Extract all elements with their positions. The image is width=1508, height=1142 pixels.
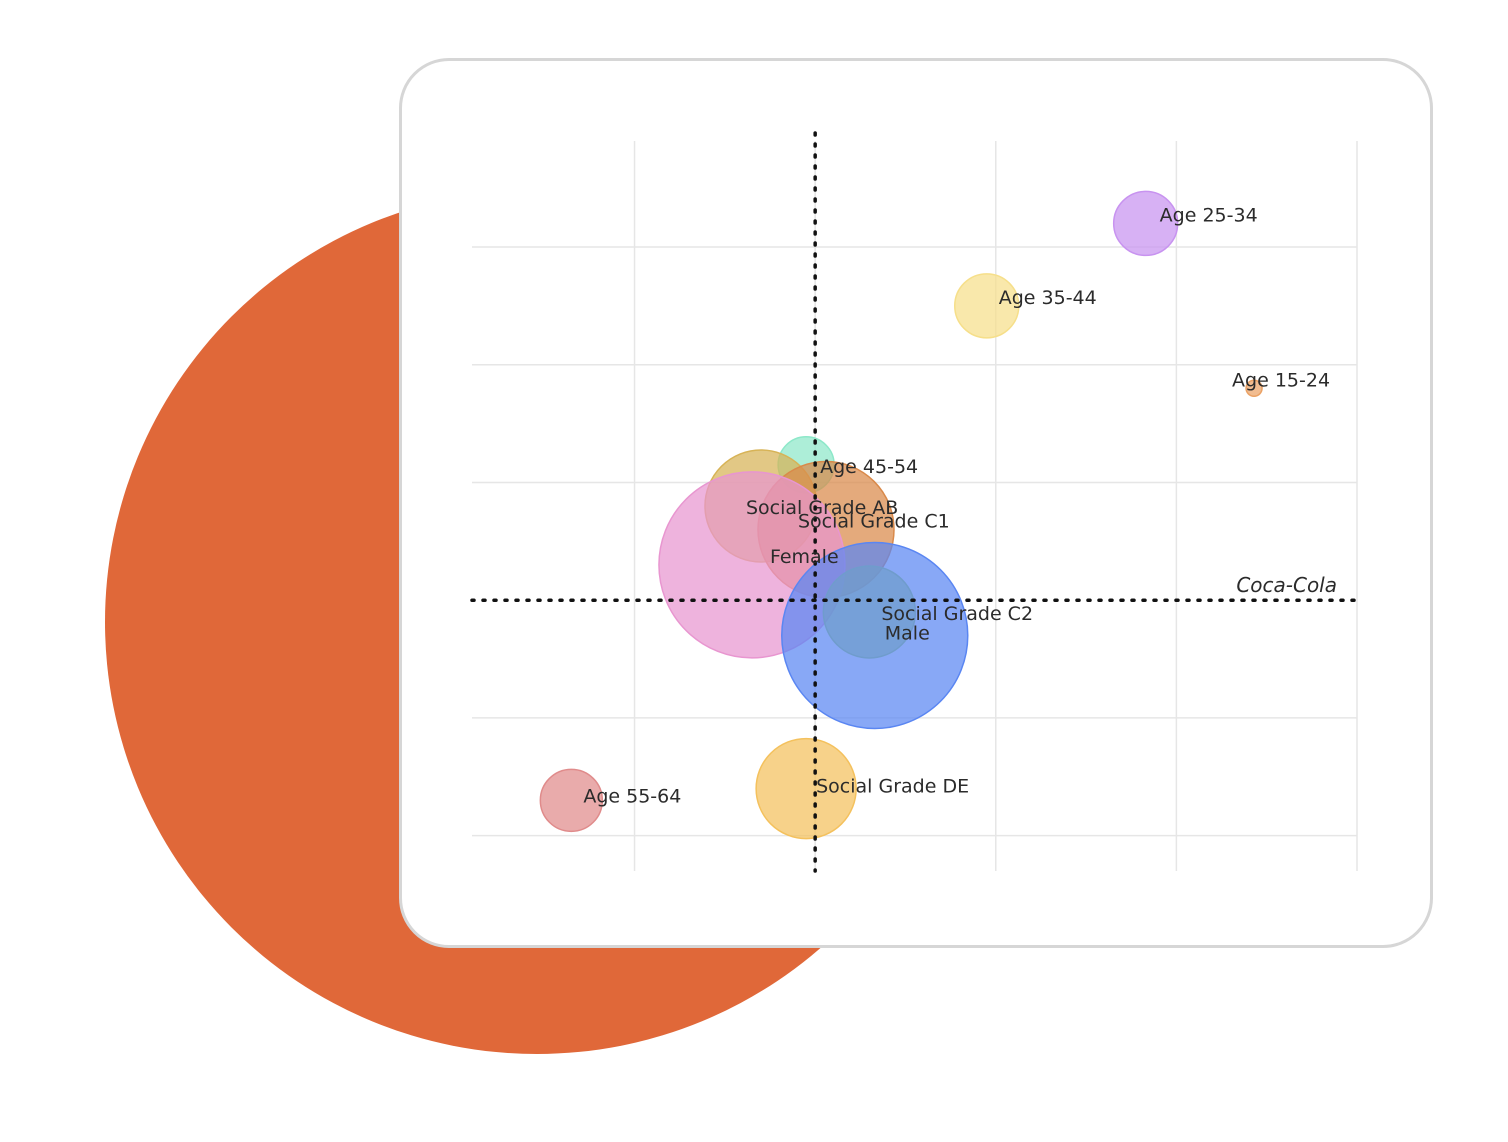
bubble-age-35-44	[953, 273, 1020, 339]
bubble-label-female: Female	[770, 546, 839, 568]
bubble-label-social-grade-de: Social Grade DE	[816, 776, 969, 798]
bubble-label-age-45-54: Age 45-54	[820, 456, 918, 478]
bubble-chart: Coca-Cola Age 25-34 Age 35-44 Age 15-24 Age …	[470, 131, 1359, 873]
bubble-label-age-35-44: Age 35-44	[999, 287, 1097, 309]
bubble-label-social-grade-c2: Social Grade C2	[881, 603, 1033, 625]
bubble-label-age-25-34: Age 25-34	[1160, 204, 1258, 226]
bubble-age-55-64	[539, 768, 604, 833]
bubble-label-social-grade-c1: Social Grade C1	[798, 511, 950, 533]
reference-line-label: Coca-Cola	[1236, 573, 1337, 597]
bubble-social-grade-de	[755, 737, 857, 840]
bubble-male	[781, 541, 969, 730]
bubble-age-15-24	[1245, 379, 1263, 398]
bubble-label-social-grade-ab: Social Grade AB	[746, 497, 898, 519]
chart-card: Coca-Cola Age 25-34 Age 35-44 Age 15-24 Age …	[399, 58, 1433, 948]
bubble-label-male: Male	[885, 623, 930, 645]
bubble-label-age-55-64: Age 55-64	[583, 785, 681, 807]
bubble-label-age-15-24: Age 15-24	[1232, 369, 1330, 391]
bubble-age-25-34	[1112, 190, 1179, 257]
